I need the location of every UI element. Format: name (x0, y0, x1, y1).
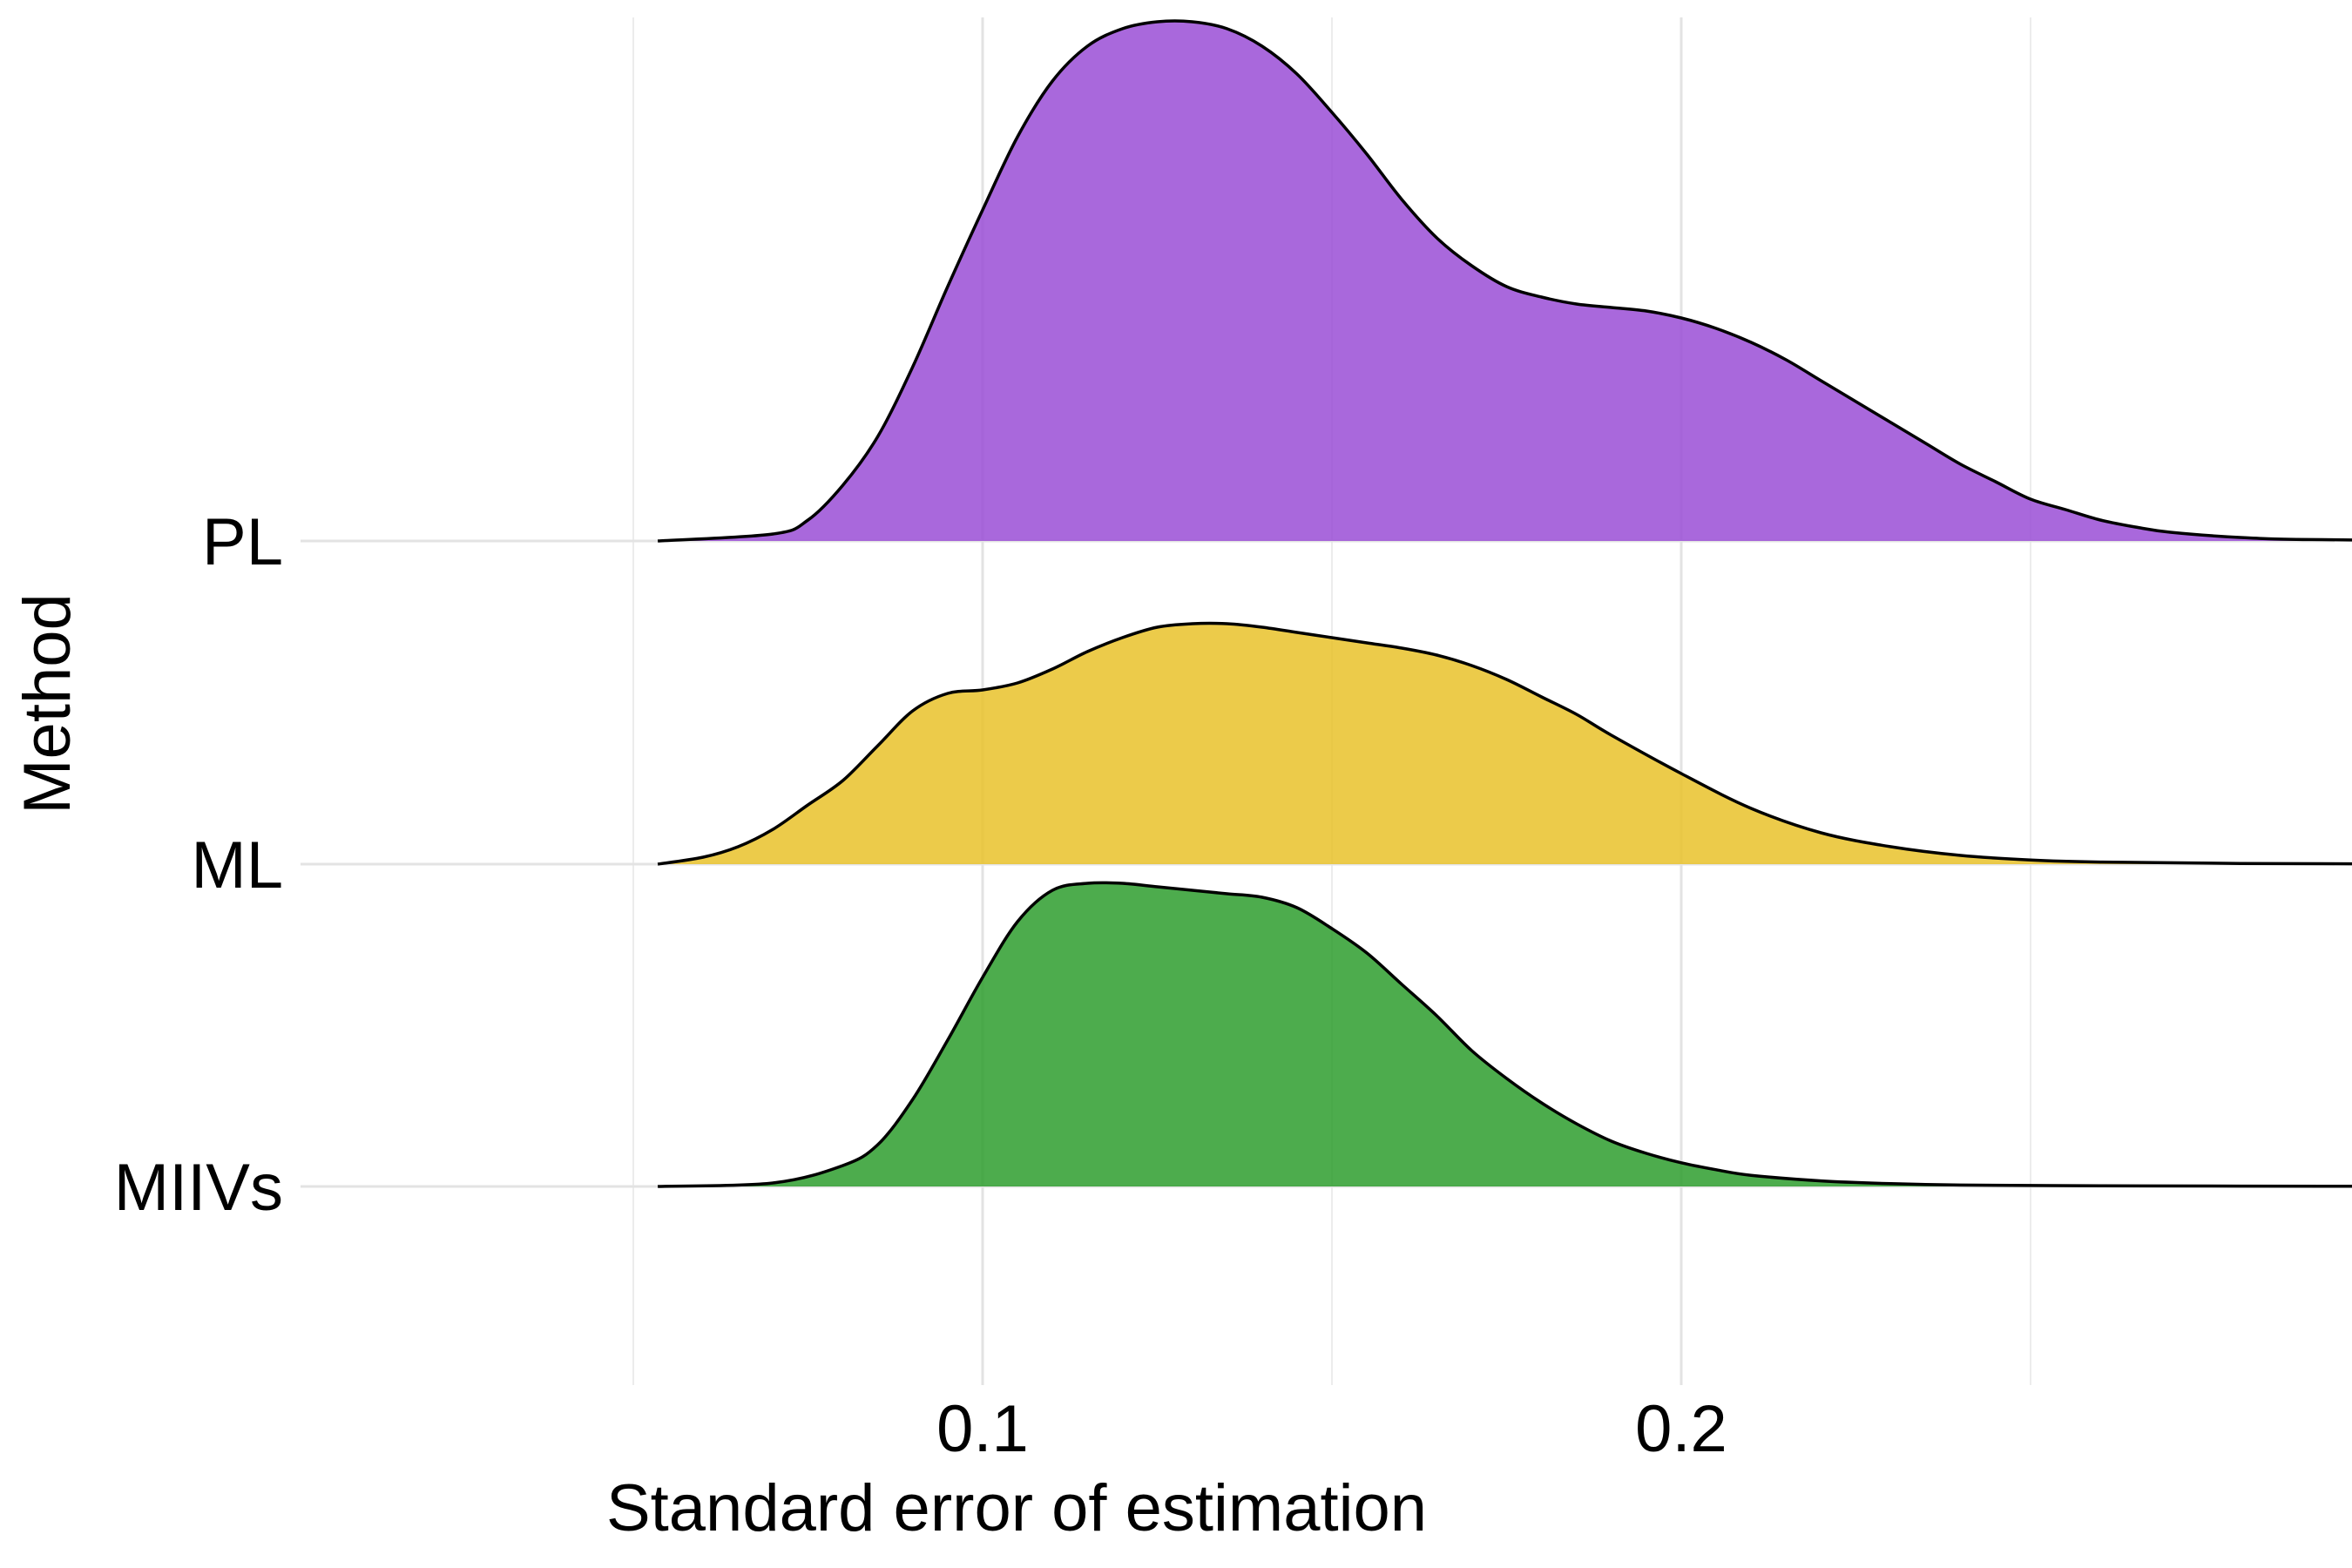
x-tick-labels: 0.1 0.2 (936, 1392, 1727, 1466)
y-tick-label-ml: ML (191, 828, 283, 902)
ridge-pl (657, 19, 2352, 543)
ridge-outline-pl (657, 19, 2352, 543)
ridge-fill-miivs (658, 882, 2352, 1186)
x-axis-title: Standard error of estimation (606, 1471, 1427, 1545)
ridge-miivs (658, 881, 2352, 1188)
ridge-layer (657, 19, 2352, 1188)
y-tick-label-pl: PL (202, 505, 283, 579)
y-tick-labels: MIIVs ML PL (114, 505, 283, 1225)
x-tick-label: 0.2 (1635, 1392, 1727, 1466)
ridge-ml (657, 621, 2352, 866)
x-tick-label: 0.1 (936, 1392, 1029, 1466)
ridge-outline-ml (657, 621, 2352, 866)
ridge-fill-pl (658, 21, 2352, 541)
ridge-fill-ml (658, 623, 2352, 864)
ridge-outline-miivs (658, 881, 2352, 1188)
y-axis-title: Method (10, 593, 84, 814)
y-tick-label-miivs: MIIVs (114, 1151, 283, 1225)
